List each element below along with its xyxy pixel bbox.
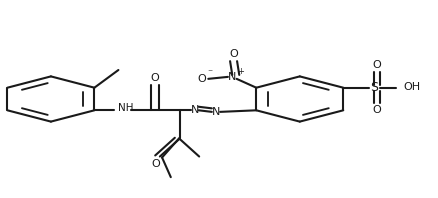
Text: NH: NH xyxy=(118,103,134,113)
Text: O: O xyxy=(372,60,381,70)
Text: N: N xyxy=(212,107,220,117)
Text: ⁻: ⁻ xyxy=(207,68,212,78)
Text: O: O xyxy=(151,159,160,169)
Text: N: N xyxy=(228,72,237,82)
Text: O: O xyxy=(229,49,238,59)
Text: O: O xyxy=(372,105,381,115)
Text: O: O xyxy=(198,74,206,84)
Text: OH: OH xyxy=(403,82,420,92)
Text: +: + xyxy=(237,68,244,76)
Text: O: O xyxy=(151,73,159,83)
Text: S: S xyxy=(370,81,378,94)
Text: N: N xyxy=(191,105,199,115)
